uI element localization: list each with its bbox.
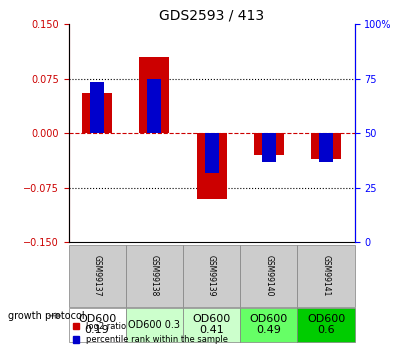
Text: OD600
0.19: OD600 0.19 [78,314,116,335]
Text: OD600 0.3: OD600 0.3 [128,320,181,330]
Bar [254,133,284,155]
Bar [319,133,333,162]
Title: GDS2593 / 413: GDS2593 / 413 [159,9,264,23]
Text: GSM99141: GSM99141 [322,255,330,297]
FancyBboxPatch shape [183,245,240,307]
Bar [139,57,169,133]
FancyBboxPatch shape [126,308,183,342]
FancyBboxPatch shape [240,245,297,307]
Text: GSM99140: GSM99140 [264,255,273,297]
Text: GSM99138: GSM99138 [150,255,159,297]
FancyBboxPatch shape [297,245,355,307]
Text: GSM99139: GSM99139 [207,255,216,297]
Text: growth protocol: growth protocol [8,311,85,321]
Bar [311,133,341,159]
Bar [262,133,276,162]
Text: OD600
0.6: OD600 0.6 [307,314,345,335]
FancyBboxPatch shape [126,245,183,307]
Text: OD600
0.41: OD600 0.41 [193,314,231,335]
Bar [205,133,218,173]
Bar [82,93,112,133]
Legend: log2 ratio, percentile rank within the sample: log2 ratio, percentile rank within the s… [73,322,228,344]
FancyBboxPatch shape [183,308,240,342]
FancyBboxPatch shape [69,245,126,307]
FancyBboxPatch shape [69,308,126,342]
Text: GSM99137: GSM99137 [93,255,102,297]
FancyBboxPatch shape [297,308,355,342]
Bar [90,82,104,133]
FancyBboxPatch shape [240,308,297,342]
Bar [147,79,161,133]
Bar [197,133,226,199]
Text: OD600
0.49: OD600 0.49 [250,314,288,335]
